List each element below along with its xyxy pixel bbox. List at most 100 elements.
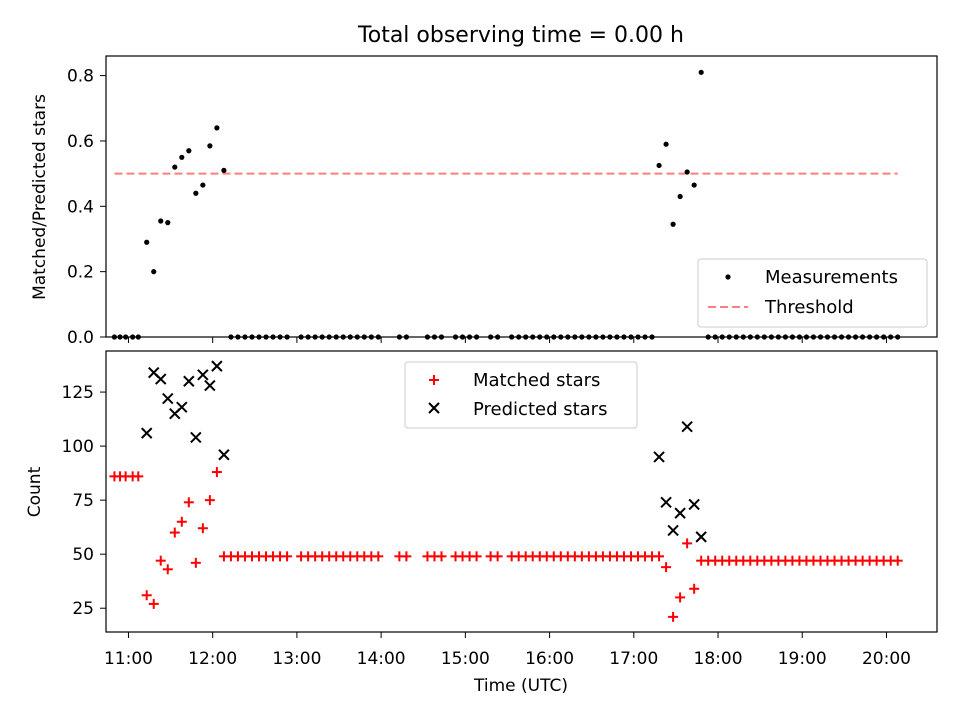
matched-star-point xyxy=(211,467,222,478)
measurement-point xyxy=(207,143,213,149)
chart-title: Total observing time = 0.00 h xyxy=(357,23,684,48)
matched-star-point xyxy=(169,527,180,538)
predicted-star-point xyxy=(681,420,693,433)
measurement-point xyxy=(691,182,697,188)
predicted-star-point xyxy=(204,379,216,392)
matched-star-point xyxy=(162,564,173,575)
predicted-star-point xyxy=(162,392,174,405)
x-tick-label: 19:00 xyxy=(778,649,827,669)
bottom-axes-frame xyxy=(105,350,938,633)
matched-star-point xyxy=(492,551,503,562)
x-tick-label: 11:00 xyxy=(104,649,153,669)
legend-predicted-stars: Predicted stars xyxy=(473,399,607,420)
x-tick-label: 15:00 xyxy=(441,649,490,669)
predicted-star-point xyxy=(218,449,230,461)
bottom-legend-box xyxy=(404,361,638,429)
matched-star-point xyxy=(183,497,194,508)
x-tick-label: 12:00 xyxy=(188,649,237,669)
measurement-point xyxy=(214,125,220,131)
measurement-points xyxy=(111,69,901,340)
x-tick-label: 16:00 xyxy=(525,649,574,669)
top-y-axis-label: Matched/Predicted stars xyxy=(30,94,50,300)
x-tick-label: 17:00 xyxy=(609,649,658,669)
matched-star-point xyxy=(373,551,384,562)
measurement-point xyxy=(144,239,150,245)
bottom-y-tick-label: 100 xyxy=(62,437,94,457)
x-tick-label: 13:00 xyxy=(272,649,321,669)
x-tick-label: 14:00 xyxy=(357,649,406,669)
matched-star-point xyxy=(204,495,215,506)
bottom-legend: Matched stars Predicted stars xyxy=(404,361,638,429)
matched-star-point xyxy=(197,523,208,534)
predicted-points xyxy=(141,360,707,543)
predicted-star-point xyxy=(660,496,672,509)
matched-star-point xyxy=(401,551,412,562)
matched-star-point xyxy=(155,555,166,566)
bottom-y-ticks: 25 50 75 100 125 xyxy=(62,383,106,619)
matched-star-point xyxy=(133,471,144,482)
legend-dot-icon xyxy=(725,274,731,280)
measurement-point xyxy=(186,148,192,154)
matched-star-point xyxy=(436,551,447,562)
predicted-star-point xyxy=(183,375,195,387)
measurement-point xyxy=(193,190,199,196)
matched-star-point xyxy=(282,551,293,562)
bottom-y-tick-label: 75 xyxy=(72,491,94,511)
matched-star-point xyxy=(148,598,159,609)
matched-star-point xyxy=(190,557,201,568)
measurement-point xyxy=(172,164,178,170)
matched-star-point xyxy=(675,592,686,603)
predicted-star-point xyxy=(190,431,202,444)
measurement-point xyxy=(165,220,171,226)
predicted-star-point xyxy=(176,401,188,413)
x-tick-label: 20:00 xyxy=(862,649,911,669)
top-y-tick-label: 0.0 xyxy=(67,328,94,348)
top-y-tick-label: 0.6 xyxy=(67,132,94,152)
matched-star-point xyxy=(682,538,693,549)
top-axes-frame xyxy=(105,55,938,338)
top-y-tick-label: 0.8 xyxy=(67,67,94,87)
legend-measurements: Measurements xyxy=(765,267,898,288)
bottom-y-tick-label: 50 xyxy=(72,545,94,565)
measurement-point xyxy=(200,182,206,188)
top-y-tick-label: 0.2 xyxy=(67,263,94,283)
predicted-star-point xyxy=(653,451,665,463)
predicted-star-point xyxy=(695,531,707,543)
top-y-tick-label: 0.4 xyxy=(67,197,94,217)
legend-matched-stars: Matched stars xyxy=(473,370,600,391)
predicted-star-point xyxy=(688,498,700,511)
bottom-x-ticks: 11:00 12:00 13:00 14:00 15:00 16:00 17:00 18:00… xyxy=(104,632,911,669)
legend-x-icon xyxy=(428,402,440,414)
matched-star-point xyxy=(689,583,700,594)
matched-star-point xyxy=(892,555,903,566)
measurement-point xyxy=(670,221,676,227)
legend-threshold: Threshold xyxy=(764,297,854,318)
matched-star-point xyxy=(141,590,152,601)
measurement-point xyxy=(151,269,157,275)
top-legend-box xyxy=(697,258,928,328)
measurement-point xyxy=(179,154,185,160)
bottom-y-tick-label: 25 xyxy=(72,599,94,619)
top-legend: Measurements Threshold xyxy=(697,258,928,328)
measurement-point xyxy=(158,218,164,224)
top-y-ticks: 0.0 0.2 0.4 0.6 0.8 xyxy=(67,67,106,348)
matched-star-point xyxy=(668,611,679,622)
predicted-star-point xyxy=(674,507,686,519)
measurement-point xyxy=(221,167,227,173)
measurement-point xyxy=(684,169,690,175)
matched-points xyxy=(109,467,903,622)
measurement-point xyxy=(677,193,683,200)
ratio-panel: Total observing time = 0.00 h Matched/Pr… xyxy=(30,23,938,348)
matched-star-point xyxy=(661,562,672,573)
predicted-star-point xyxy=(197,369,209,381)
legend-plus-icon xyxy=(429,375,439,385)
predicted-star-point xyxy=(211,360,223,372)
measurement-point xyxy=(656,162,662,169)
x-axis-label: Time (UTC) xyxy=(473,676,568,696)
matched-star-point xyxy=(654,551,665,562)
top-x-ticks xyxy=(127,337,887,343)
predicted-star-point xyxy=(667,524,679,537)
predicted-star-point xyxy=(141,427,153,439)
predicted-star-point xyxy=(155,373,167,385)
